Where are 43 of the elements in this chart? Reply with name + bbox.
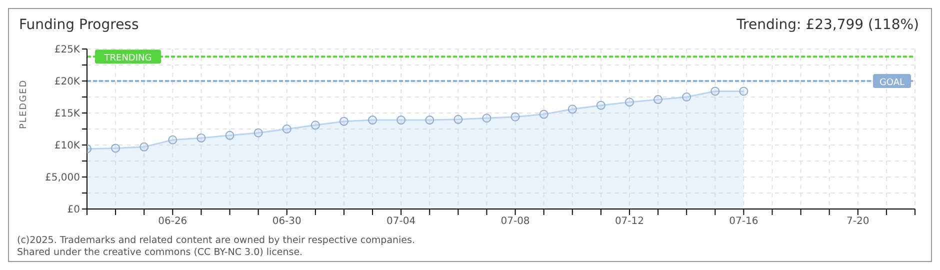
y-tick-label: £5,000 <box>45 172 80 184</box>
point <box>396 116 406 125</box>
point <box>510 112 520 122</box>
ref-line-label: GOAL <box>879 78 905 88</box>
x-tick-label: 07-04 <box>386 216 416 228</box>
x-tick-label: 06-26 <box>158 216 188 228</box>
point <box>168 135 178 144</box>
y-tick-label: £20K <box>54 76 80 88</box>
point <box>339 116 348 126</box>
point <box>111 144 120 153</box>
y-tick-label: £25K <box>54 44 80 56</box>
point <box>140 142 149 152</box>
text: Trending: £23,799 (118%) <box>736 17 919 33</box>
point <box>596 100 606 110</box>
ref-line-label: TRENDING <box>103 54 152 64</box>
y-tick-label: £15K <box>54 108 80 120</box>
text: Shared under the creative commons (CC BY-NC 3.0) license. <box>17 247 304 259</box>
point <box>282 124 292 134</box>
y-tick-label: £10K <box>54 140 80 152</box>
x-tick-label: 7-20 <box>846 216 870 228</box>
point <box>482 114 492 123</box>
point <box>425 116 434 125</box>
chart-title: Funding Progress <box>19 17 139 33</box>
y-tick-label: £0 <box>67 204 80 216</box>
point <box>682 92 692 102</box>
point <box>739 86 748 96</box>
point <box>225 130 234 140</box>
point <box>654 95 663 104</box>
point <box>568 104 577 114</box>
point <box>196 133 206 142</box>
point <box>624 98 634 107</box>
point <box>454 114 463 124</box>
x-tick-label: 07-08 <box>500 216 530 228</box>
point <box>310 120 320 130</box>
point <box>368 116 378 125</box>
x-tick-label: 07-12 <box>614 216 644 228</box>
x-tick-label: 06-30 <box>272 216 302 228</box>
text: (c)2025. Trademarks and related content are owned by their respective companies. <box>17 235 415 247</box>
x-tick-label: 07-16 <box>729 216 758 228</box>
y-axis-title: PLEDGED <box>19 79 30 129</box>
point <box>710 86 720 96</box>
point <box>254 128 263 138</box>
point <box>539 110 548 119</box>
